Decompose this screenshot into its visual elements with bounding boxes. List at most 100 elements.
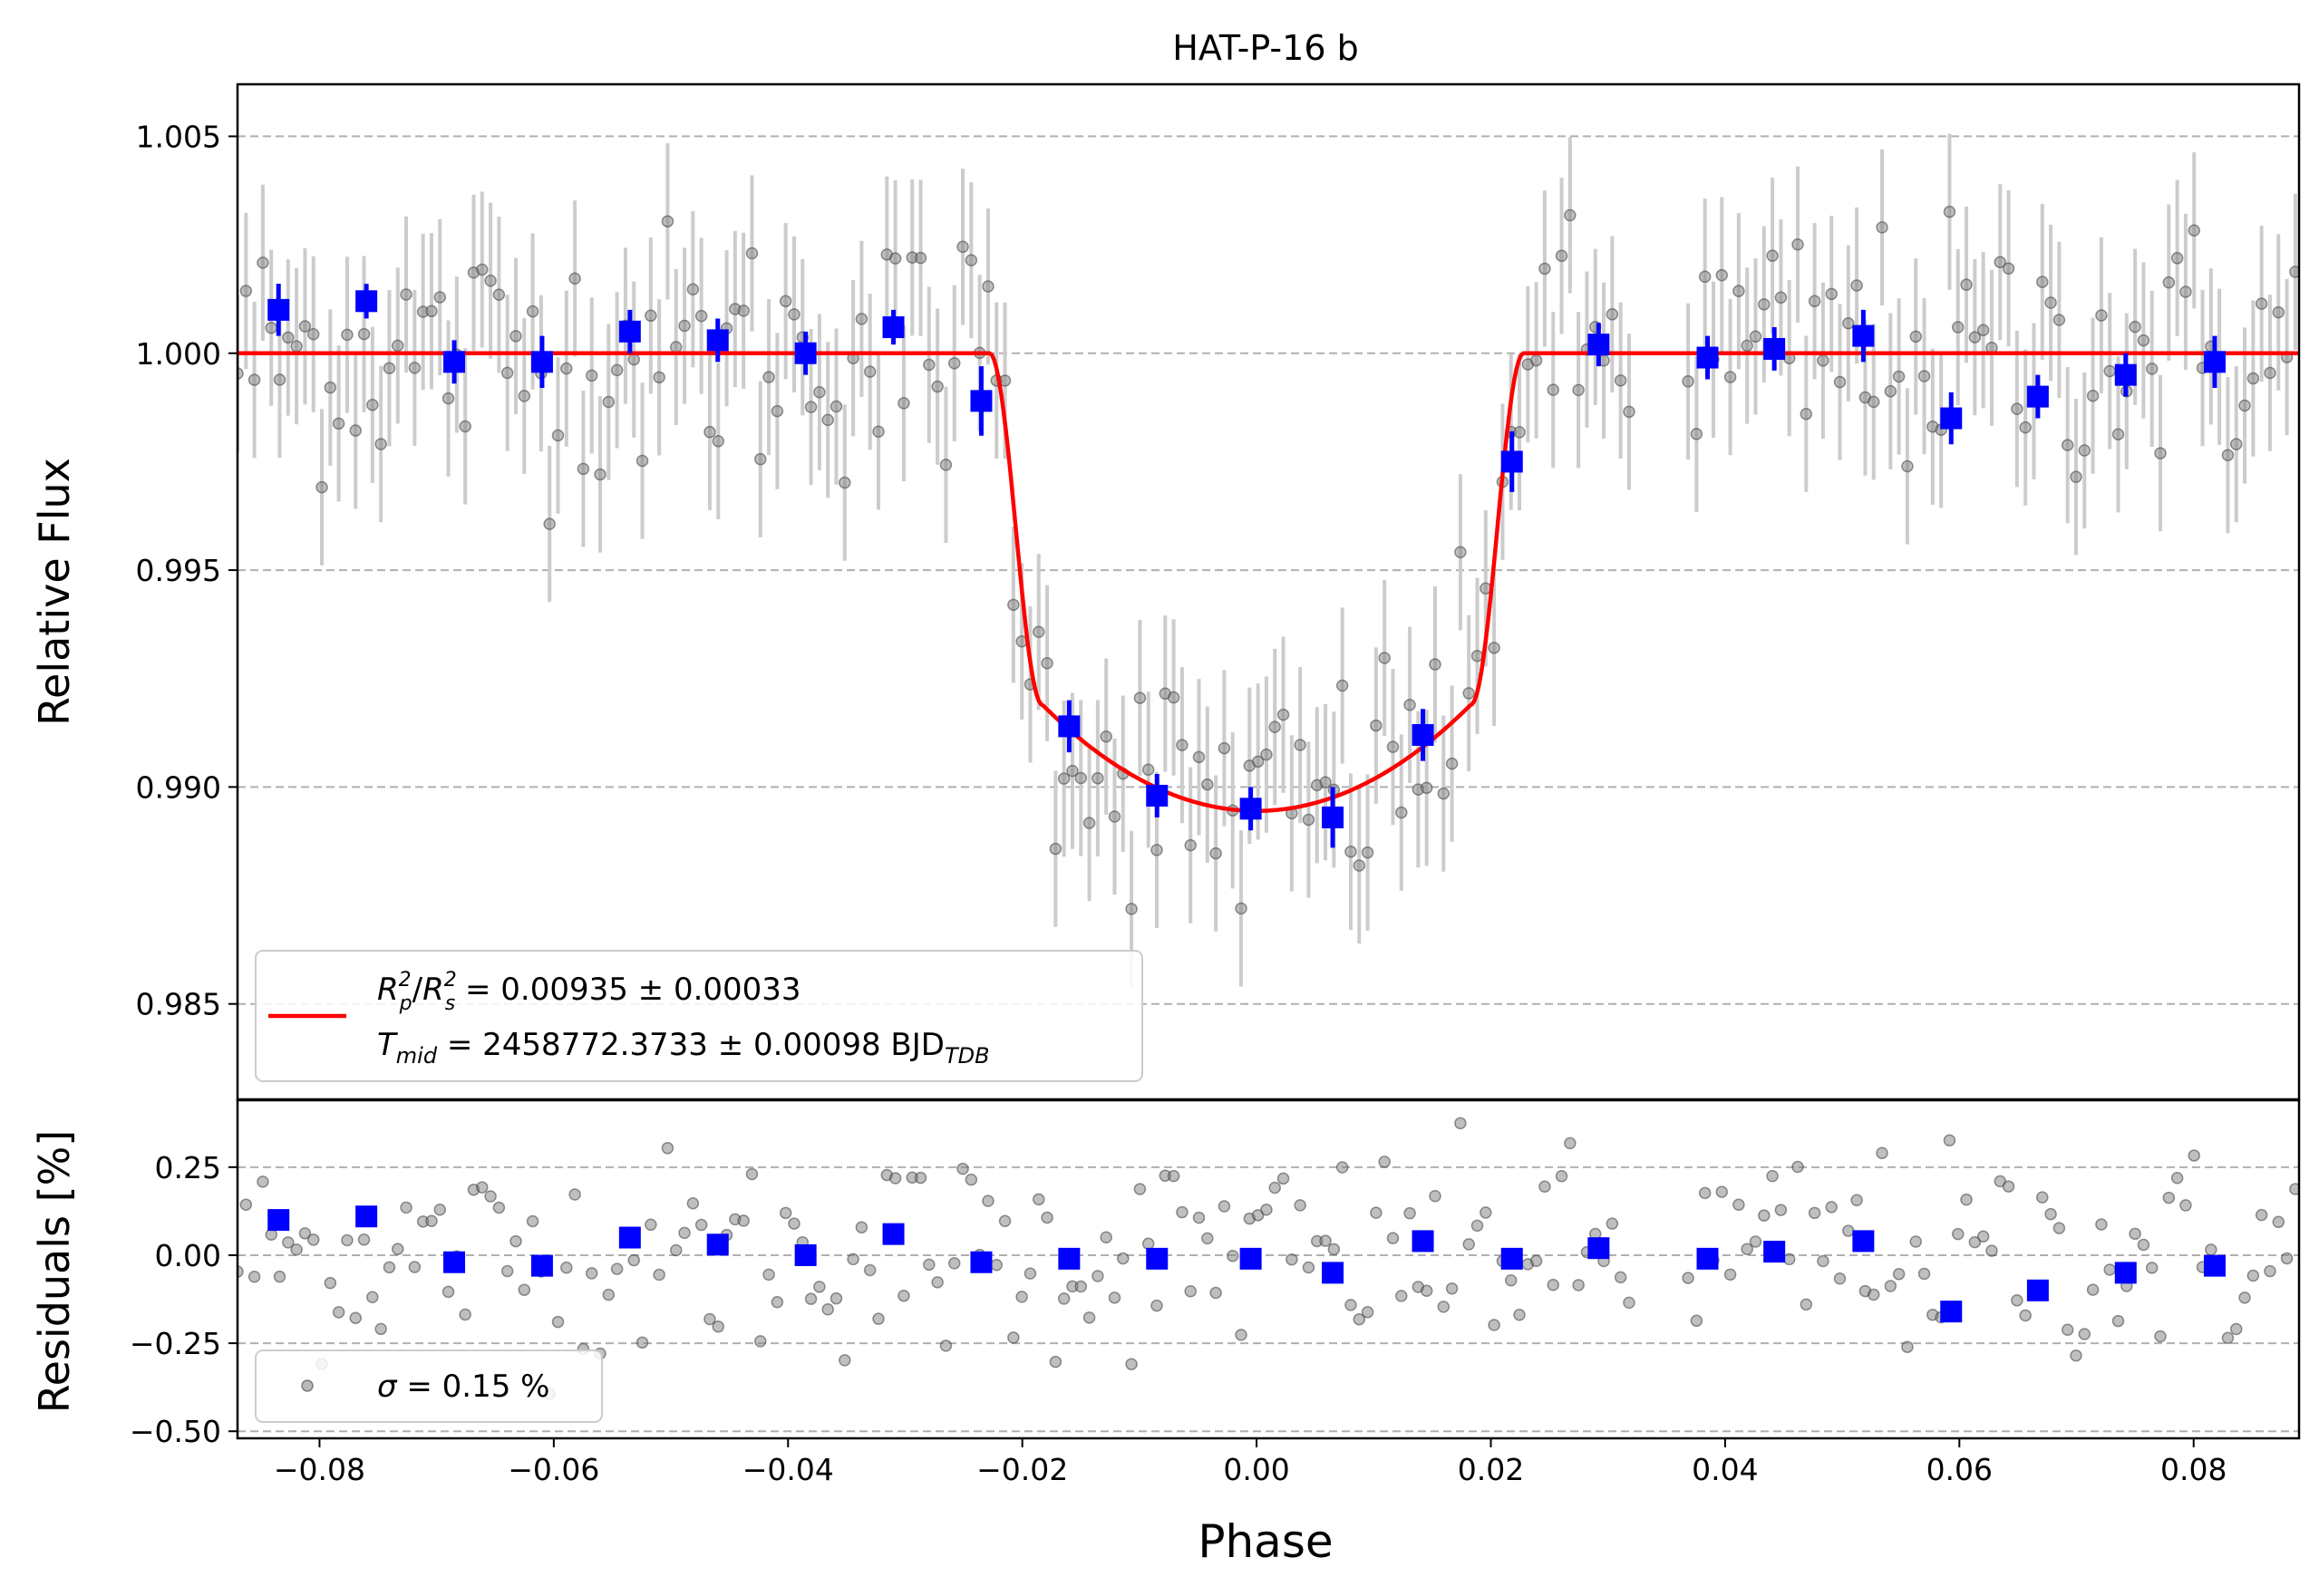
raw-data-point [653,371,665,384]
raw-residual-point [2002,1180,2015,1193]
raw-data-point [1758,298,1771,311]
raw-data-point [1192,750,1206,764]
raw-data-point [712,435,725,448]
raw-data-point [2162,276,2176,289]
raw-data-point [2111,428,2125,440]
raw-data-point [1817,354,1829,367]
raw-residual-point [1445,1282,1459,1295]
raw-residual-point [2086,1283,2100,1296]
raw-residual-point [366,1291,379,1303]
binned-residual-point [1239,1247,1262,1270]
raw-residual-point [568,1188,581,1201]
binned-residual-point [2026,1279,2049,1301]
raw-residual-point [1682,1272,1694,1284]
raw-residual-point [2188,1149,2200,1162]
raw-residual-point [636,1336,649,1349]
raw-data-point [1276,708,1290,721]
x-tick-label: 0.00 [1223,1452,1289,1487]
raw-residual-point [1125,1358,1138,1370]
raw-residual-point [678,1226,691,1240]
binned-data-point [1146,784,1169,807]
raw-data-point [1538,262,1551,276]
raw-data-point [1976,324,1990,337]
raw-data-point [1041,656,1053,670]
raw-data-point [290,340,303,353]
raw-data-point [1074,771,1088,785]
x-tick-label: 0.08 [2160,1452,2227,1487]
raw-data-point [1715,268,1729,282]
raw-residual-point [332,1306,345,1319]
raw-residual-point [939,1340,953,1352]
raw-residual-point [762,1268,775,1282]
raw-residual-point [2019,1309,2032,1322]
binned-data-point [1587,334,1610,356]
raw-residual-point [771,1296,784,1309]
raw-data-point [1867,395,1880,409]
raw-data-point [1732,285,1745,297]
raw-data-point [2070,470,2082,483]
raw-data-point [2011,402,2023,415]
raw-residual-point [1909,1235,1922,1248]
raw-residual-point [1074,1280,1088,1293]
binned-data-point [2114,363,2137,386]
binned-residual-points [267,1205,2226,1323]
raw-residual-point [653,1268,665,1282]
raw-residual-point [1623,1296,1635,1310]
raw-residual-point [1192,1211,1206,1224]
binned-data-point [1322,806,1344,828]
raw-residual-point [1892,1268,1906,1281]
raw-residual-point [1572,1279,1585,1291]
binned-data-point [2026,385,2049,408]
raw-residual-point [1218,1200,1231,1213]
raw-data-point [239,285,253,297]
binned-residual-point [530,1254,553,1277]
raw-residual-point [1766,1169,1779,1183]
raw-residual-point [1749,1235,1762,1248]
raw-residual-point [931,1276,944,1289]
raw-residual-point [1092,1270,1104,1282]
bottom-y-tick-label: 0.00 [155,1238,221,1273]
raw-residual-point [1100,1231,1112,1244]
raw-residual-point [2229,1322,2243,1336]
raw-data-point [627,353,640,366]
raw-residual-point [1361,1306,1374,1319]
raw-residual-point [1167,1169,1180,1183]
raw-residual-point [585,1267,598,1280]
raw-errorbars [238,133,2297,988]
raw-residual-point [1454,1117,1467,1130]
raw-residual-point [2036,1191,2049,1204]
raw-residual-point [1564,1137,1577,1150]
legend-model-line1: R2 p/R2 s = 0.00935 ± 0.00033 [377,969,801,1015]
raw-data-point [965,254,978,266]
raw-data-point [2179,285,2192,298]
raw-data-point [2137,334,2150,347]
raw-residual-point [998,1214,1012,1227]
raw-data-point [923,358,936,372]
raw-residual-point [1176,1205,1189,1219]
legend-model-line2: Tmid = 2458772.3733 ± 0.00098 BJDTDB [377,1027,990,1069]
raw-residual-point [400,1201,412,1214]
raw-residual-point [847,1253,859,1266]
raw-data-point [1529,353,1543,367]
raw-residual-point [1370,1206,1383,1219]
raw-data-point [306,328,320,341]
binned-data-point [882,316,905,339]
raw-residual-point [1015,1291,1028,1303]
raw-residual-point [923,1258,936,1272]
raw-data-point [982,280,995,293]
raw-data-point [349,424,362,437]
raw-data-point [1133,692,1147,704]
raw-data-point [1960,278,1973,291]
binned-data-point [1852,324,1875,347]
raw-residual-point [1817,1254,1829,1268]
top-legend: R2 p/R2 s = 0.00935 ± 0.00033 Tmid = 24587… [255,950,1143,1082]
raw-residual-point [1690,1314,1703,1328]
raw-residual-point [2145,1262,2159,1274]
raw-residual-point [914,1171,927,1185]
raw-data-point [577,462,590,476]
raw-data-point [1513,426,1526,439]
raw-data-point [1791,237,1804,251]
raw-data-point [1470,649,1484,663]
raw-data-point [1420,781,1433,795]
raw-residual-point [2179,1199,2192,1212]
